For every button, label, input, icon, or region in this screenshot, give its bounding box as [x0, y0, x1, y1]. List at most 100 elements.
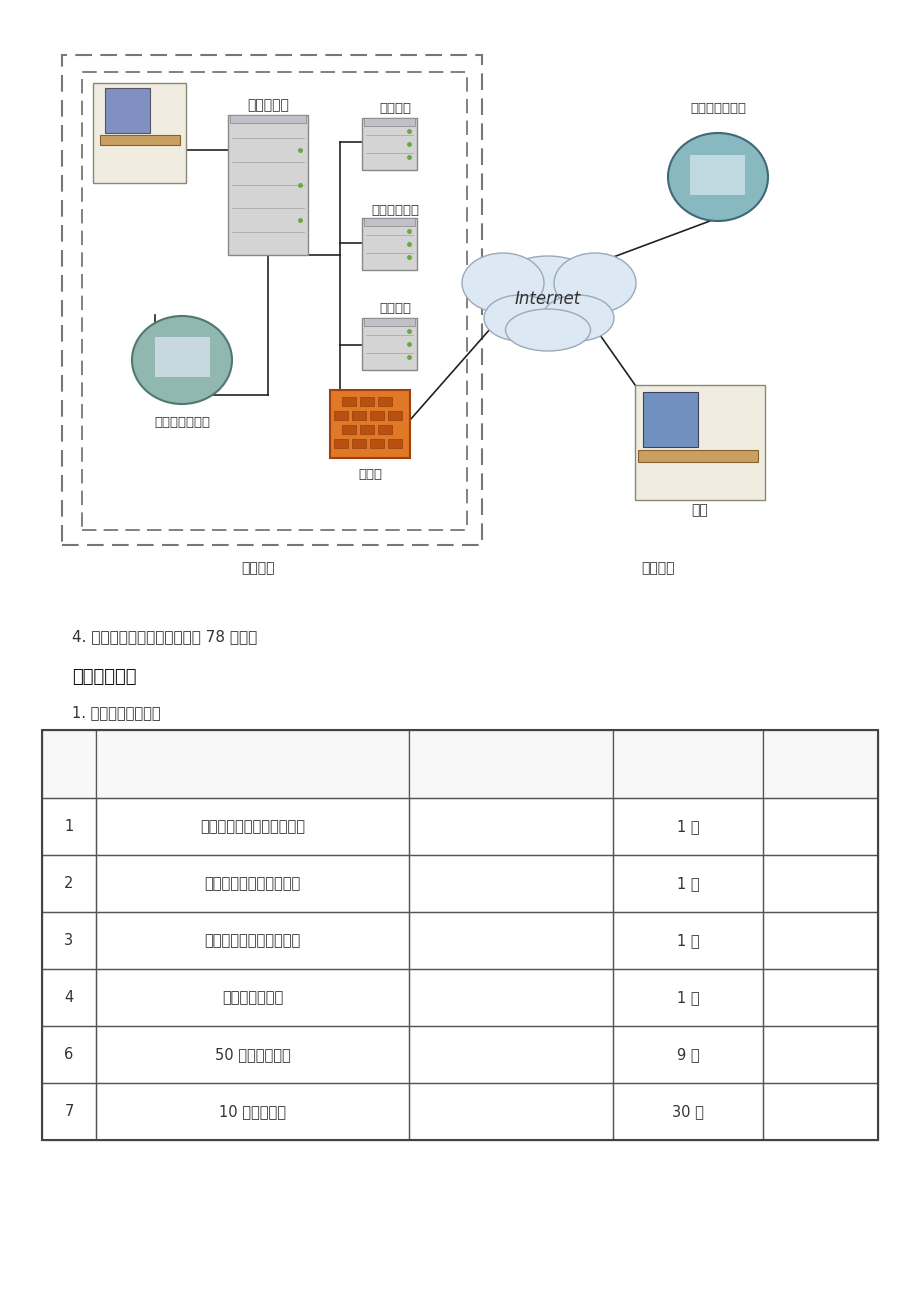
Bar: [612, 969, 762, 1026]
Text: 9 台: 9 台: [676, 1047, 698, 1062]
Ellipse shape: [490, 256, 605, 335]
Bar: [96, 969, 409, 1026]
Bar: [409, 798, 612, 855]
Text: 6: 6: [64, 1047, 74, 1062]
Bar: [96, 855, 409, 911]
Ellipse shape: [461, 253, 543, 312]
Text: 1 套: 1 套: [676, 876, 698, 891]
Ellipse shape: [131, 316, 232, 404]
Text: 1 套: 1 套: [676, 990, 698, 1005]
Bar: [100, 135, 180, 145]
Bar: [612, 798, 762, 855]
Bar: [409, 730, 612, 798]
Text: 二、项目需求: 二、项目需求: [72, 668, 136, 686]
Bar: [42, 730, 96, 798]
Text: 数量: 数量: [678, 756, 696, 772]
Bar: [42, 798, 96, 855]
Text: 10 寸电子班牌: 10 寸电子班牌: [219, 1104, 286, 1118]
Ellipse shape: [505, 309, 590, 352]
Bar: [361, 217, 416, 270]
Text: 标的名称: 标的名称: [234, 756, 269, 772]
Bar: [378, 424, 391, 434]
Bar: [409, 1026, 612, 1083]
Bar: [105, 89, 150, 133]
Bar: [637, 450, 757, 462]
Bar: [762, 855, 877, 911]
Text: 50 寸触摸一体机: 50 寸触摸一体机: [214, 1047, 290, 1062]
Bar: [409, 855, 612, 911]
Ellipse shape: [483, 296, 555, 341]
Bar: [96, 1026, 409, 1083]
Text: 1: 1: [64, 819, 74, 835]
Bar: [612, 730, 762, 798]
Bar: [42, 855, 96, 911]
Bar: [42, 911, 96, 969]
Bar: [96, 798, 409, 855]
Text: 1. 重要标的一览表：: 1. 重要标的一览表：: [72, 706, 161, 720]
Bar: [612, 1026, 762, 1083]
Text: 4. 本项目预算控制价为人民币 78 万元。: 4. 本项目预算控制价为人民币 78 万元。: [72, 629, 257, 644]
Bar: [409, 969, 612, 1026]
Text: 课程网络: 课程网络: [379, 302, 411, 315]
Bar: [96, 911, 409, 969]
Bar: [612, 855, 762, 911]
Text: 微信公众服务号: 微信公众服务号: [221, 990, 283, 1005]
Text: 学生（浏览器）: 学生（浏览器）: [689, 102, 745, 115]
Ellipse shape: [541, 296, 613, 341]
Bar: [342, 397, 356, 406]
Bar: [762, 730, 877, 798]
Bar: [228, 115, 308, 255]
Text: 教师: 教师: [691, 503, 708, 517]
Bar: [334, 439, 347, 448]
Bar: [154, 337, 210, 378]
Bar: [42, 1083, 96, 1141]
Text: Internet: Internet: [515, 290, 581, 309]
Bar: [762, 969, 877, 1026]
Bar: [689, 155, 744, 195]
Text: 1 套: 1 套: [676, 819, 698, 835]
Text: 品牌与型号: 品牌与型号: [489, 756, 532, 772]
Bar: [378, 397, 391, 406]
Bar: [409, 911, 612, 969]
Bar: [364, 217, 414, 227]
Bar: [388, 411, 402, 421]
Bar: [96, 730, 409, 798]
Text: 开放式试验室管理数据平台: 开放式试验室管理数据平台: [199, 819, 305, 835]
Text: 1 套: 1 套: [676, 934, 698, 948]
Ellipse shape: [667, 133, 767, 221]
Bar: [634, 385, 765, 500]
Text: 本地实验: 本地实验: [241, 561, 275, 575]
Bar: [762, 798, 877, 855]
Bar: [342, 424, 356, 434]
Text: 7: 7: [64, 1104, 74, 1118]
Bar: [352, 411, 366, 421]
Bar: [62, 55, 482, 546]
Bar: [359, 424, 374, 434]
Text: 单价: 单价: [811, 756, 828, 772]
Bar: [762, 911, 877, 969]
Bar: [96, 1083, 409, 1141]
Bar: [230, 115, 306, 122]
Bar: [369, 411, 383, 421]
Text: 教务管理系统: 教务管理系统: [370, 203, 418, 216]
Bar: [334, 411, 347, 421]
Text: 4: 4: [64, 990, 74, 1005]
Bar: [93, 83, 186, 184]
Bar: [369, 439, 383, 448]
Bar: [330, 391, 410, 458]
Text: 学生（浏览器）: 学生（浏览器）: [153, 417, 210, 430]
Bar: [364, 318, 414, 326]
Text: 教 师: 教 师: [130, 98, 151, 112]
Bar: [642, 392, 698, 447]
Bar: [364, 118, 414, 126]
Bar: [612, 911, 762, 969]
Bar: [352, 439, 366, 448]
Bar: [409, 1083, 612, 1141]
Bar: [82, 72, 467, 530]
Bar: [762, 1026, 877, 1083]
Text: 3: 3: [64, 934, 74, 948]
Ellipse shape: [553, 253, 635, 312]
Text: 虚拟实验室: 虚拟实验室: [247, 98, 289, 112]
Bar: [359, 397, 374, 406]
Text: 2: 2: [64, 876, 74, 891]
